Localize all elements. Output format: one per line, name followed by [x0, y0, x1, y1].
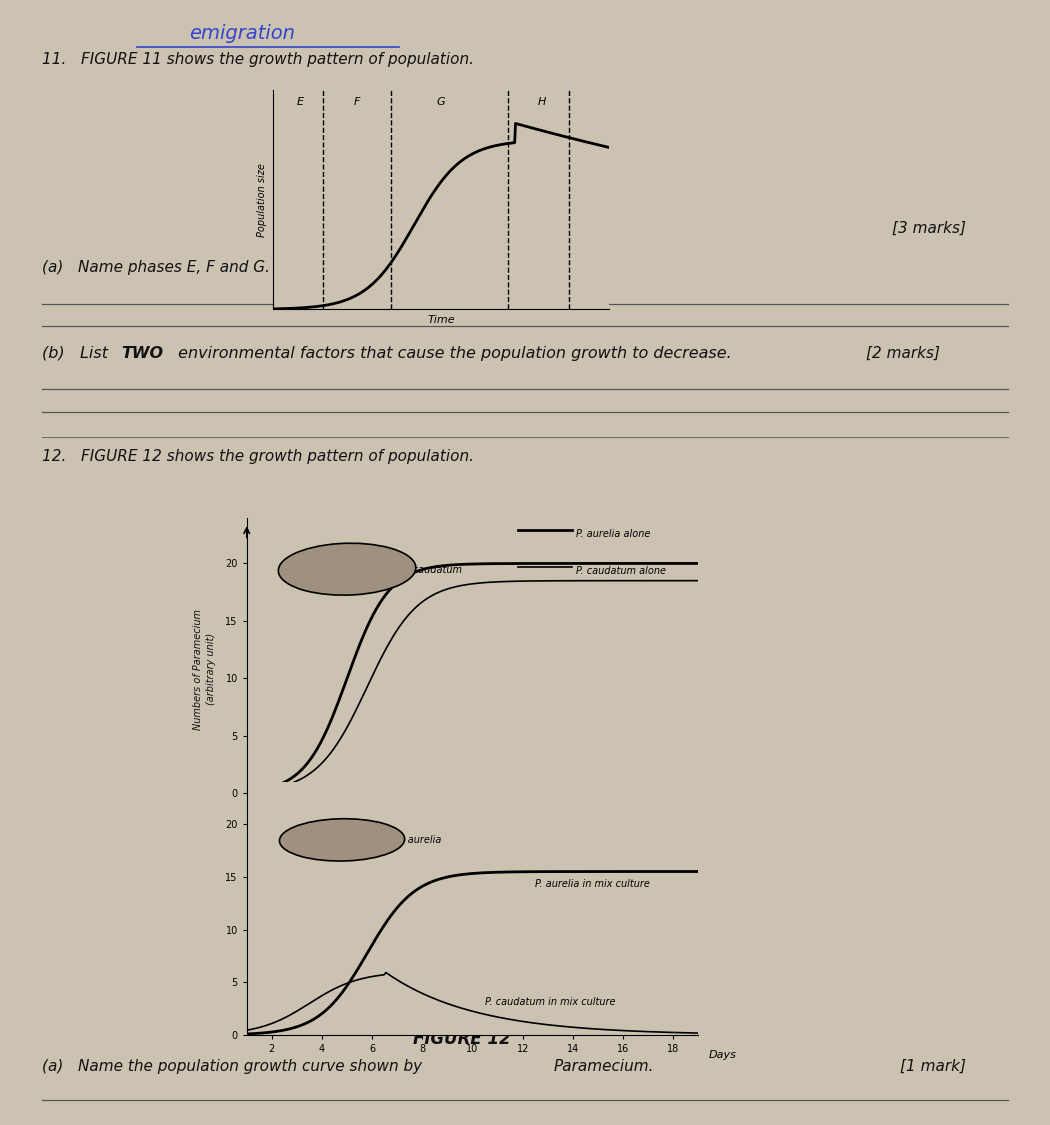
Text: (a)   Name phases E, F and G.: (a) Name phases E, F and G. [42, 260, 270, 276]
Text: Days: Days [709, 1051, 736, 1060]
Text: P. caudatum in mix culture: P. caudatum in mix culture [485, 998, 615, 1008]
Text: Paramecium.: Paramecium. [553, 1059, 654, 1074]
Text: E: E [296, 97, 303, 107]
Ellipse shape [278, 543, 416, 595]
Y-axis label: Population size: Population size [257, 163, 268, 236]
Text: P. caudatum alone: P. caudatum alone [576, 566, 667, 576]
Text: environmental factors that cause the population growth to decrease.: environmental factors that cause the pop… [173, 345, 732, 361]
Text: FIGURE 12: FIGURE 12 [413, 1030, 511, 1048]
Text: 11.   FIGURE 11 shows the growth pattern of population.: 11. FIGURE 11 shows the growth pattern o… [42, 52, 474, 68]
Ellipse shape [279, 819, 404, 861]
Text: (b)   List: (b) List [42, 345, 113, 361]
Text: P. aurelia: P. aurelia [397, 835, 442, 845]
Text: emigration: emigration [189, 25, 295, 44]
X-axis label: Time: Time [427, 315, 455, 325]
Text: Numbers of Paramecium
(arbitrary unit): Numbers of Paramecium (arbitrary unit) [193, 609, 216, 730]
Text: H: H [538, 97, 546, 107]
Text: P. caudatum: P. caudatum [402, 565, 462, 575]
Text: (a)   Name the population growth curve shown by: (a) Name the population growth curve sho… [42, 1059, 427, 1074]
Text: F: F [354, 97, 360, 107]
Text: [1 mark]: [1 mark] [900, 1059, 966, 1074]
Text: [3 marks]: [3 marks] [892, 220, 966, 236]
Text: TWO: TWO [121, 345, 163, 361]
Text: G: G [437, 97, 445, 107]
Text: [2 marks]: [2 marks] [866, 345, 940, 361]
Text: P. aurelia alone: P. aurelia alone [576, 529, 651, 539]
Text: 12.   FIGURE 12 shows the growth pattern of population.: 12. FIGURE 12 shows the growth pattern o… [42, 449, 474, 465]
Text: FIGURE 11: FIGURE 11 [392, 219, 490, 237]
Text: P. aurelia in mix culture: P. aurelia in mix culture [536, 880, 650, 890]
